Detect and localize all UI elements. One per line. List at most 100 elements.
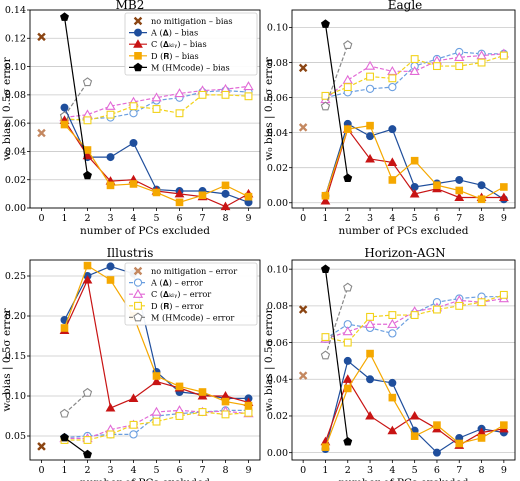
y-tick-label: 0.02 — [267, 411, 288, 422]
point-C-bias — [128, 393, 139, 402]
point-D-bias — [455, 439, 464, 448]
x-axis-label: number of PCs excluded — [339, 225, 469, 237]
point-D-bias — [410, 156, 419, 165]
legend-item-M: M (HMcode) – bias — [129, 62, 230, 72]
legend-item-nm: no mitigation – error — [133, 266, 237, 276]
x-tick-label: 1 — [322, 213, 328, 224]
point-D-error — [499, 290, 508, 299]
point-C-error — [342, 74, 353, 84]
point-nm-error — [298, 371, 308, 380]
point-M-error — [59, 408, 70, 418]
point-nm-bias — [298, 63, 308, 73]
point-D-bias — [244, 401, 253, 410]
series-nm-error — [298, 371, 308, 380]
point-A-error — [388, 329, 397, 338]
series-D-bias — [321, 349, 508, 451]
plot-frame — [29, 259, 261, 461]
point-D-bias — [343, 125, 352, 133]
legend-item-A: A (𝚫) – bias — [129, 28, 198, 38]
series-nm-error — [37, 128, 46, 138]
point-D-bias — [477, 195, 486, 204]
legend-box — [124, 12, 258, 76]
panel-3: 0.05 0.10 0.15 0.20 0.25 0 1 2 3 4 5 6 7 8 9 Illustris n… — [1, 246, 261, 481]
point-D-bias — [388, 393, 397, 402]
point-D-bias — [106, 181, 115, 190]
point-M-error — [82, 387, 93, 397]
x-tick-label: 4 — [389, 213, 395, 224]
y-tick-label: 0.10 — [5, 62, 26, 73]
point-C-bias — [365, 153, 375, 163]
series-nm-bias — [37, 32, 46, 42]
x-tick-label: 4 — [389, 465, 395, 476]
legend-marker — [133, 16, 143, 26]
point-C-error — [364, 60, 376, 70]
point-D-error — [366, 72, 374, 81]
series-line-M-error — [324, 44, 349, 107]
point-D-bias — [198, 191, 207, 200]
point-D-bias — [106, 276, 115, 284]
point-M-error — [82, 77, 93, 87]
x-tick-label: 0 — [38, 213, 44, 224]
point-C-error — [105, 100, 116, 110]
point-A-error — [388, 82, 397, 92]
legend-label: D (𝐑) – error — [151, 301, 203, 311]
x-tick-label: 1 — [61, 213, 67, 224]
y-tick-label: 0.00 — [267, 198, 288, 209]
point-D-error — [244, 408, 253, 417]
point-A-bias — [60, 103, 69, 112]
point-D-bias — [221, 397, 230, 406]
point-A-bias — [366, 375, 375, 384]
point-D-bias — [175, 382, 184, 391]
x-tick-label: 6 — [434, 465, 440, 476]
y-tick-label: 0.06 — [267, 338, 288, 349]
point-D-error — [455, 301, 464, 310]
point-D-bias — [343, 384, 352, 393]
y-axis-label: w₀ bias | 0.5σ error — [1, 56, 14, 160]
y-tick-label: 0.10 — [267, 264, 288, 275]
x-tick-label: 2 — [84, 465, 90, 476]
point-D-bias — [152, 188, 161, 197]
series-D-bias — [321, 121, 508, 204]
panel-title: Eagle — [388, 0, 423, 12]
point-M-error — [343, 282, 353, 292]
point-A-bias — [129, 138, 138, 147]
point-D-bias — [388, 176, 397, 184]
series-D-error — [321, 290, 508, 347]
panel-title: Illustris — [107, 246, 154, 260]
x-tick-label: 9 — [245, 465, 251, 476]
x-tick-label: 3 — [107, 465, 113, 476]
y-tick-label: 0.04 — [267, 374, 288, 385]
point-D-error — [321, 333, 330, 342]
point-M-bias — [320, 19, 330, 28]
x-tick-label: 5 — [412, 465, 418, 476]
point-C-error — [409, 66, 420, 76]
point-D-error — [221, 90, 230, 99]
series-nm-bias — [298, 63, 308, 73]
point-C-bias — [387, 157, 398, 166]
legend-label: no mitigation – error — [151, 266, 237, 276]
legend-marker — [134, 52, 142, 60]
point-D-bias — [433, 181, 441, 190]
point-D-error — [455, 62, 464, 71]
series-line-C-error — [64, 85, 249, 119]
legend-marker — [133, 312, 143, 322]
point-M-bias — [83, 449, 92, 459]
series-M-bias — [320, 264, 353, 446]
legend-label: no mitigation – bias — [151, 16, 233, 26]
point-D-error — [106, 430, 115, 439]
x-axis-label: number of PCs excluded — [80, 225, 210, 237]
legend-label: A (𝚫) – bias — [150, 28, 198, 38]
point-M-bias — [60, 12, 69, 21]
point-D-bias — [410, 432, 419, 440]
y-tick-label: 0.00 — [5, 203, 26, 214]
point-A-error — [365, 84, 375, 93]
point-C-bias — [220, 201, 231, 211]
x-tick-label: 2 — [345, 213, 351, 224]
panel-title: MB2 — [116, 0, 145, 12]
y-tick-label: 0.08 — [5, 90, 26, 101]
point-A-bias — [366, 132, 375, 141]
legend-label: M (HMcode) – error — [151, 312, 234, 322]
series-line-M-bias — [324, 269, 349, 442]
